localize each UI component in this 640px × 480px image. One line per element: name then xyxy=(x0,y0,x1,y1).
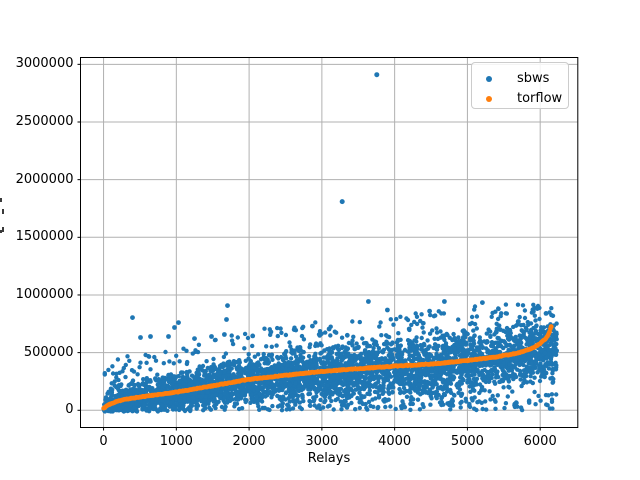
sbws-high-point xyxy=(461,328,467,334)
y-tick-label: 500000 xyxy=(23,344,74,360)
sbws-high-point xyxy=(166,334,171,339)
sbws-high-point xyxy=(148,334,153,339)
sbws-high-point xyxy=(130,315,135,320)
sbws-high-point xyxy=(138,335,143,340)
sbws-outlier-point xyxy=(339,199,345,205)
sbws-high-point xyxy=(310,323,315,329)
x-tick-label: 5000 xyxy=(450,434,484,449)
y-tick-label: 0 xyxy=(65,402,74,418)
sbws-high-point xyxy=(385,307,390,313)
sbws-marker-icon xyxy=(486,76,492,82)
x-tick-label: 0 xyxy=(99,434,108,449)
x-tick-label: 6000 xyxy=(523,434,557,449)
sbws-high-point xyxy=(442,299,447,304)
sbws-high-point xyxy=(192,336,197,341)
y-tick-label: 3000000 xyxy=(15,56,74,72)
sbws-high-point xyxy=(366,299,371,304)
sbws-high-point xyxy=(406,326,412,332)
legend-label-sbws: sbws xyxy=(517,71,550,86)
x-tick-label: 4000 xyxy=(378,434,412,449)
legend-entry-sbws: sbws xyxy=(486,69,568,89)
y-tick-label: 1000000 xyxy=(15,286,74,302)
sbws-high-point xyxy=(344,332,350,338)
x-tick-label: 1000 xyxy=(159,434,193,449)
sbws-points xyxy=(101,72,559,414)
sbws-high-point xyxy=(209,334,214,339)
sbws-high-point xyxy=(172,325,177,330)
torflow-points xyxy=(101,324,554,411)
sbws-high-point xyxy=(224,317,229,322)
sbws-high-point xyxy=(222,332,227,337)
legend-label-torflow: torflow xyxy=(517,91,563,106)
tick-marks xyxy=(77,63,541,431)
x-tick-label: 3000 xyxy=(305,434,339,449)
sbws-outlier-point xyxy=(374,72,380,78)
sbws-high-point xyxy=(176,320,181,325)
torflow-top-point xyxy=(548,324,554,329)
sbws-high-point xyxy=(543,311,549,316)
sbws-high-point xyxy=(225,303,230,308)
sbws-high-point xyxy=(326,326,332,332)
sbws-high-point xyxy=(427,308,432,314)
sbws-high-point xyxy=(291,327,297,332)
sbws-high-point xyxy=(268,329,274,335)
sbws-high-point xyxy=(516,319,521,324)
axes-spines xyxy=(80,57,579,428)
legend-entry-torflow: torflow xyxy=(486,89,568,109)
legend: sbws torflow xyxy=(471,62,569,109)
sbws-high-point xyxy=(534,306,540,311)
y-tick-label: 2000000 xyxy=(15,171,74,187)
torflow-marker-icon xyxy=(486,96,492,102)
sbws-high-point xyxy=(480,300,485,305)
y-tick-label: 2500000 xyxy=(15,113,74,129)
x-tick-label: 2000 xyxy=(232,434,266,449)
x-axis-label: Relays xyxy=(307,451,351,466)
y-tick-label: 1500000 xyxy=(15,229,74,245)
sbws-high-point xyxy=(497,327,503,332)
sbws-high-point xyxy=(250,333,256,339)
